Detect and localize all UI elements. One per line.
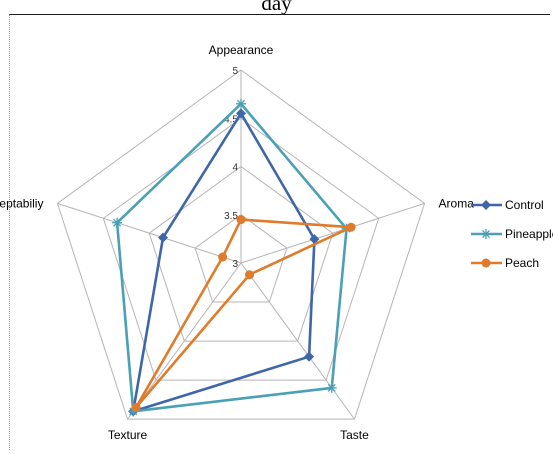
data-point <box>236 215 246 225</box>
data-point <box>326 382 337 393</box>
grid-ring <box>194 214 288 303</box>
data-point <box>346 222 356 232</box>
grid-spoke <box>127 262 242 420</box>
series-peach <box>131 215 356 412</box>
series-pineapple <box>112 98 352 417</box>
legend-marker <box>481 229 491 239</box>
data-series <box>112 98 356 417</box>
data-point <box>245 270 255 280</box>
legend-label: Control <box>505 198 544 212</box>
legend-label: Pineapple <box>505 227 553 241</box>
axis-label-texture: Texture <box>108 428 148 442</box>
tick-label: 4.5 <box>224 114 238 125</box>
axis-label-appearance: Appearance <box>209 43 274 57</box>
legend-item-control: Control <box>471 198 544 212</box>
grid-spoke <box>240 262 355 420</box>
data-point <box>218 252 228 262</box>
legend-marker <box>481 200 491 210</box>
tick-label: 5 <box>232 66 238 77</box>
axis-label-overall-acceptabiliy: Overall acceptabiliy <box>0 196 43 210</box>
radar-grid <box>56 69 426 420</box>
axis-labels: Appearance Aroma Taste Texture Overall accep… <box>0 43 474 442</box>
chart-frame <box>9 14 550 450</box>
grid-spoke <box>240 202 425 264</box>
legend-marker <box>481 258 491 268</box>
grid-spoke <box>57 202 242 264</box>
series-line <box>115 102 348 413</box>
data-point <box>236 98 246 109</box>
series-line <box>134 218 353 409</box>
data-point <box>157 232 168 243</box>
axis-label-taste: Taste <box>340 428 369 442</box>
grid-ring <box>56 69 426 420</box>
chart-legend: Control Pineapple Peach <box>471 198 553 270</box>
tick-label: 3 <box>232 259 238 270</box>
tick-label: 4 <box>232 163 238 174</box>
legend-item-pineapple: Pineapple <box>471 227 553 241</box>
legend-label: Peach <box>505 256 539 270</box>
radial-tick-labels: 3 3.5 4 4.5 5 <box>224 66 238 270</box>
series-line <box>131 112 316 413</box>
tick-label: 3.5 <box>224 211 238 222</box>
grid-ring <box>148 165 334 342</box>
data-point <box>131 402 141 412</box>
data-point <box>112 217 123 228</box>
grid-ring <box>102 117 380 381</box>
axis-label-aroma: Aroma <box>439 196 475 210</box>
legend-item-peach: Peach <box>471 256 539 270</box>
chart-title: day <box>261 0 292 15</box>
data-point <box>309 234 320 245</box>
data-point <box>304 351 315 362</box>
data-point <box>236 108 246 119</box>
